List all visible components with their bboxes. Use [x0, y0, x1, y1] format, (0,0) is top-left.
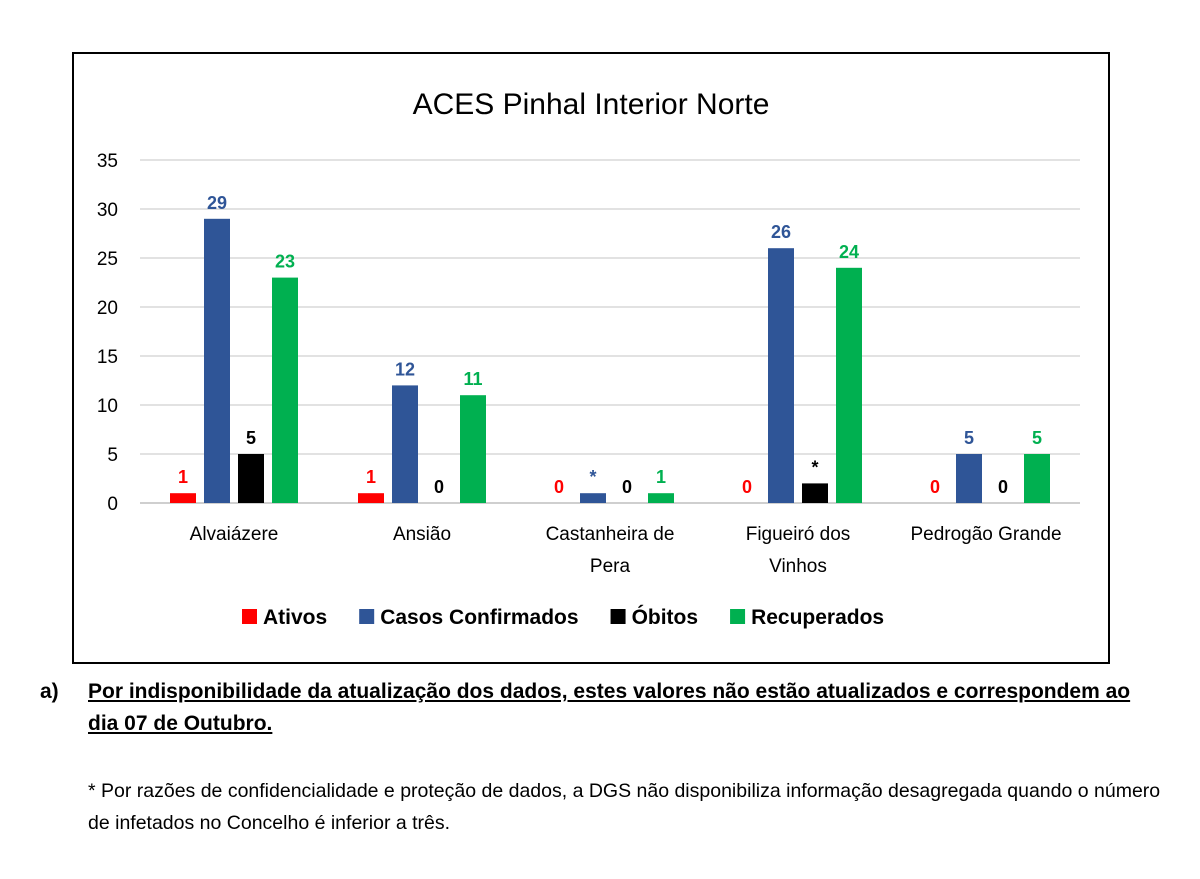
data-label: 5	[964, 428, 974, 448]
legend-label: Casos Confirmados	[380, 606, 578, 629]
bar-óbitos	[802, 483, 828, 503]
category-label: Castanheira de	[546, 524, 675, 545]
footnote-a-text: Por indisponibilidade da atualização dos…	[88, 680, 1131, 735]
data-label: 1	[178, 467, 188, 487]
bar-recuperados	[836, 267, 862, 503]
data-label: 0	[554, 477, 564, 497]
data-label: 0	[742, 477, 752, 497]
chart-frame: ACES Pinhal Interior Norte 0 5 10 15 20 25 30 35…	[72, 52, 1110, 664]
footnote-a-marker: a)	[40, 680, 59, 703]
bar-casos-confirmados	[204, 218, 230, 504]
bar-recuperados	[1024, 454, 1050, 503]
data-label: *	[811, 457, 818, 477]
data-label: 5	[1032, 428, 1042, 448]
footnote-a: a) Por indisponibilidade da atualização …	[40, 676, 1140, 740]
data-label: 0	[434, 477, 444, 497]
category-label: Pera	[590, 556, 631, 577]
data-label: *	[589, 467, 596, 487]
y-tick-label: 10	[97, 396, 118, 417]
y-tick-label: 20	[97, 298, 118, 319]
data-label: 12	[395, 359, 415, 379]
data-label: 0	[998, 477, 1008, 497]
category-label: Vinhos	[769, 556, 827, 577]
y-tick-label: 35	[97, 151, 118, 172]
data-label: 24	[839, 242, 859, 262]
category-label: Pedrogão Grande	[910, 524, 1061, 545]
bar-ativos	[170, 493, 196, 503]
legend-swatch	[359, 609, 375, 624]
data-label: 1	[656, 467, 666, 487]
bar-casos-confirmados	[580, 493, 606, 503]
data-label: 23	[275, 252, 295, 272]
category-label: Alvaiázere	[190, 524, 279, 545]
data-label: 0	[622, 477, 632, 497]
y-tick-label: 5	[107, 445, 118, 466]
data-label: 1	[366, 467, 376, 487]
bar-óbitos	[238, 454, 264, 503]
data-label: 26	[771, 222, 791, 242]
legend-label: Recuperados	[751, 606, 884, 629]
bar-casos-confirmados	[392, 385, 418, 503]
data-label: 11	[463, 369, 482, 389]
y-tick-label: 15	[97, 347, 118, 368]
bar-recuperados	[648, 493, 674, 503]
y-tick-label: 25	[97, 249, 118, 270]
legend-swatch	[730, 609, 746, 624]
y-tick-label: 30	[97, 200, 118, 221]
legend-swatch	[242, 609, 257, 624]
legend-label: Óbitos	[632, 605, 699, 629]
bar-ativos	[358, 493, 384, 503]
footnote-confidentiality: * Por razões de confidencialidade e prot…	[88, 780, 1161, 834]
legend-swatch	[610, 609, 626, 624]
bar-casos-confirmados	[768, 248, 794, 503]
y-tick-label: 0	[107, 494, 118, 515]
bar-casos-confirmados	[956, 454, 982, 503]
legend-label: Ativos	[263, 606, 327, 629]
data-label: 5	[246, 428, 256, 448]
bar-recuperados	[272, 277, 298, 503]
chart-title: ACES Pinhal Interior Norte	[413, 88, 770, 121]
data-label: 29	[207, 193, 227, 213]
category-label: Figueiró dos	[746, 524, 851, 545]
bar-chart: ACES Pinhal Interior Norte05101520253035…	[97, 88, 1080, 629]
data-label: 0	[930, 477, 940, 497]
category-label: Ansião	[393, 524, 451, 545]
bar-recuperados	[460, 395, 486, 503]
